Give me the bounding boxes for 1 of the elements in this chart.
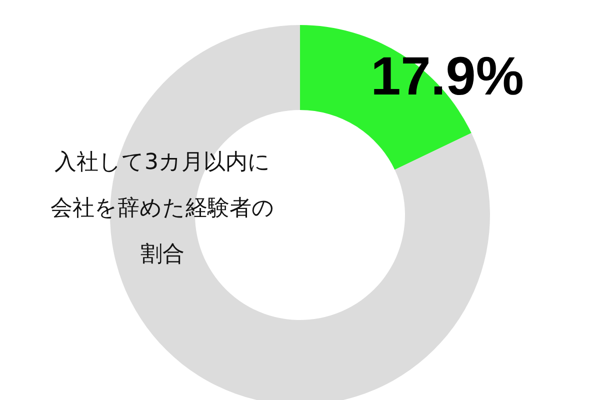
text: 入社して3カ月以内に会社を辞めた経験者の割合: [50, 149, 275, 269]
